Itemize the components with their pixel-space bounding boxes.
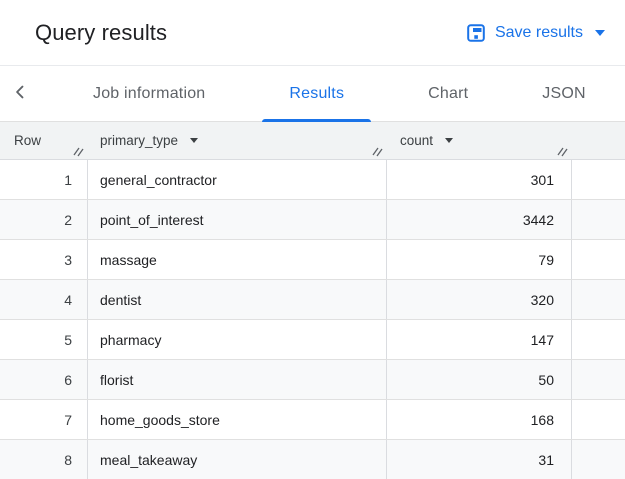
count-cell: 31 (387, 440, 572, 479)
count-cell: 320 (387, 280, 572, 319)
tab-results[interactable]: Results (262, 66, 371, 122)
filler-cell (572, 400, 625, 439)
tab-label: Chart (428, 84, 469, 102)
row-number-cell: 2 (0, 200, 88, 239)
table-body: 1 general_contractor 301 2 point_of_inte… (0, 160, 625, 479)
column-header-label: Row (14, 133, 42, 148)
column-header-count: count (387, 122, 572, 159)
column-header-primary-type: primary_type (88, 122, 387, 159)
save-results-label: Save results (494, 23, 583, 41)
table-row: 6 florist 50 (0, 360, 625, 400)
primary-type-cell: point_of_interest (88, 200, 387, 239)
column-header-filler (572, 122, 625, 159)
column-resize-handle[interactable] (71, 143, 85, 157)
row-number-cell: 6 (0, 360, 88, 399)
table-row: 3 massage 79 (0, 240, 625, 280)
count-cell: 50 (387, 360, 572, 399)
tab-chart[interactable]: Chart (401, 66, 495, 121)
column-resize-handle[interactable] (555, 143, 569, 157)
column-menu-caret-icon[interactable] (190, 138, 199, 143)
scroll-tabs-left-button[interactable] (0, 66, 40, 121)
table-row: 2 point_of_interest 3442 (0, 200, 625, 240)
filler-cell (572, 320, 625, 359)
row-number-cell: 1 (0, 160, 88, 199)
primary-type-cell: dentist (88, 280, 387, 319)
tab-bar: Job information Results Chart JSON (0, 66, 625, 122)
table-row: 7 home_goods_store 168 (0, 400, 625, 440)
tab-label: Job information (93, 84, 206, 102)
primary-type-cell: general_contractor (88, 160, 387, 199)
row-number-cell: 8 (0, 440, 88, 479)
primary-type-cell: home_goods_store (88, 400, 387, 439)
primary-type-cell: massage (88, 240, 387, 279)
chevron-left-icon (10, 82, 30, 105)
table-row: 4 dentist 320 (0, 280, 625, 320)
count-cell: 147 (387, 320, 572, 359)
results-table: Row primary_type count (0, 122, 625, 479)
filler-cell (572, 440, 625, 479)
table-row: 8 meal_takeaway 31 (0, 440, 625, 479)
primary-type-cell: florist (88, 360, 387, 399)
column-menu-caret-icon[interactable] (445, 138, 454, 143)
column-header-row: Row (0, 122, 88, 159)
row-number-cell: 7 (0, 400, 88, 439)
panel-header: Query results Save results (0, 0, 625, 66)
page-title: Query results (35, 19, 168, 45)
primary-type-cell: meal_takeaway (88, 440, 387, 479)
table-row: 1 general_contractor 301 (0, 160, 625, 200)
save-icon (466, 23, 486, 43)
filler-cell (572, 160, 625, 199)
primary-type-cell: pharmacy (88, 320, 387, 359)
filler-cell (572, 280, 625, 319)
tab-json[interactable]: JSON (515, 66, 612, 121)
column-resize-handle[interactable] (370, 143, 384, 157)
row-number-cell: 3 (0, 240, 88, 279)
column-header-label: count (400, 133, 434, 148)
table-row: 5 pharmacy 147 (0, 320, 625, 360)
table-header-row: Row primary_type count (0, 122, 625, 160)
column-header-label: primary_type (100, 133, 179, 148)
tab-label: JSON (542, 84, 586, 102)
row-number-cell: 5 (0, 320, 88, 359)
dropdown-caret-icon (595, 29, 605, 36)
save-results-button[interactable]: Save results (464, 19, 607, 47)
filler-cell (572, 240, 625, 279)
tab-job-information[interactable]: Job information (66, 66, 232, 121)
count-cell: 3442 (387, 200, 572, 239)
tab-label: Results (289, 84, 345, 102)
count-cell: 168 (387, 400, 572, 439)
filler-cell (572, 200, 625, 239)
count-cell: 79 (387, 240, 572, 279)
count-cell: 301 (387, 160, 572, 199)
filler-cell (572, 360, 625, 399)
row-number-cell: 4 (0, 280, 88, 319)
